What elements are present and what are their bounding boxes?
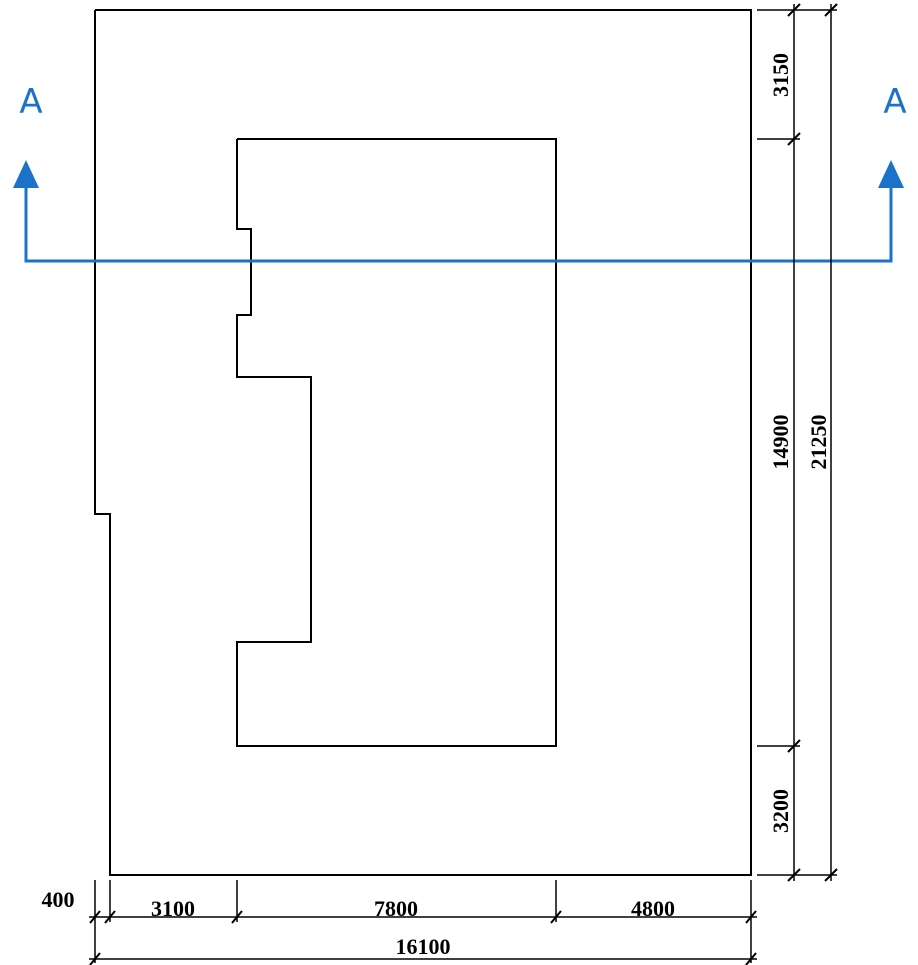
dim-bottom-16100: 16100: [396, 934, 451, 959]
dim-bottom-400: 400: [42, 887, 75, 912]
bottom-overall-dimension: 16100: [89, 922, 757, 965]
dim-bottom-4800: 4800: [631, 896, 675, 921]
bottom-dimension-chain: 400 3100 7800 4800: [42, 880, 757, 924]
section-label-left: A: [19, 82, 42, 122]
dim-right-21250: 21250: [806, 415, 831, 470]
dim-right-3200: 3200: [768, 789, 793, 833]
section-label-right: A: [883, 82, 906, 122]
outer-boundary: [94, 9, 752, 876]
section-arrow-left-icon: [13, 160, 39, 188]
dim-right-3150: 3150: [768, 53, 793, 97]
right-overall-dimension: 21250: [800, 3, 838, 882]
building-outline: [236, 138, 557, 747]
dim-bottom-3100: 3100: [151, 896, 195, 921]
dim-bottom-7800: 7800: [374, 896, 418, 921]
right-dimension-chain: 3150 14900 3200: [757, 3, 801, 882]
dim-right-14900: 14900: [768, 415, 793, 470]
section-line-a-a: A A: [13, 82, 907, 263]
section-arrow-right-icon: [878, 160, 904, 188]
